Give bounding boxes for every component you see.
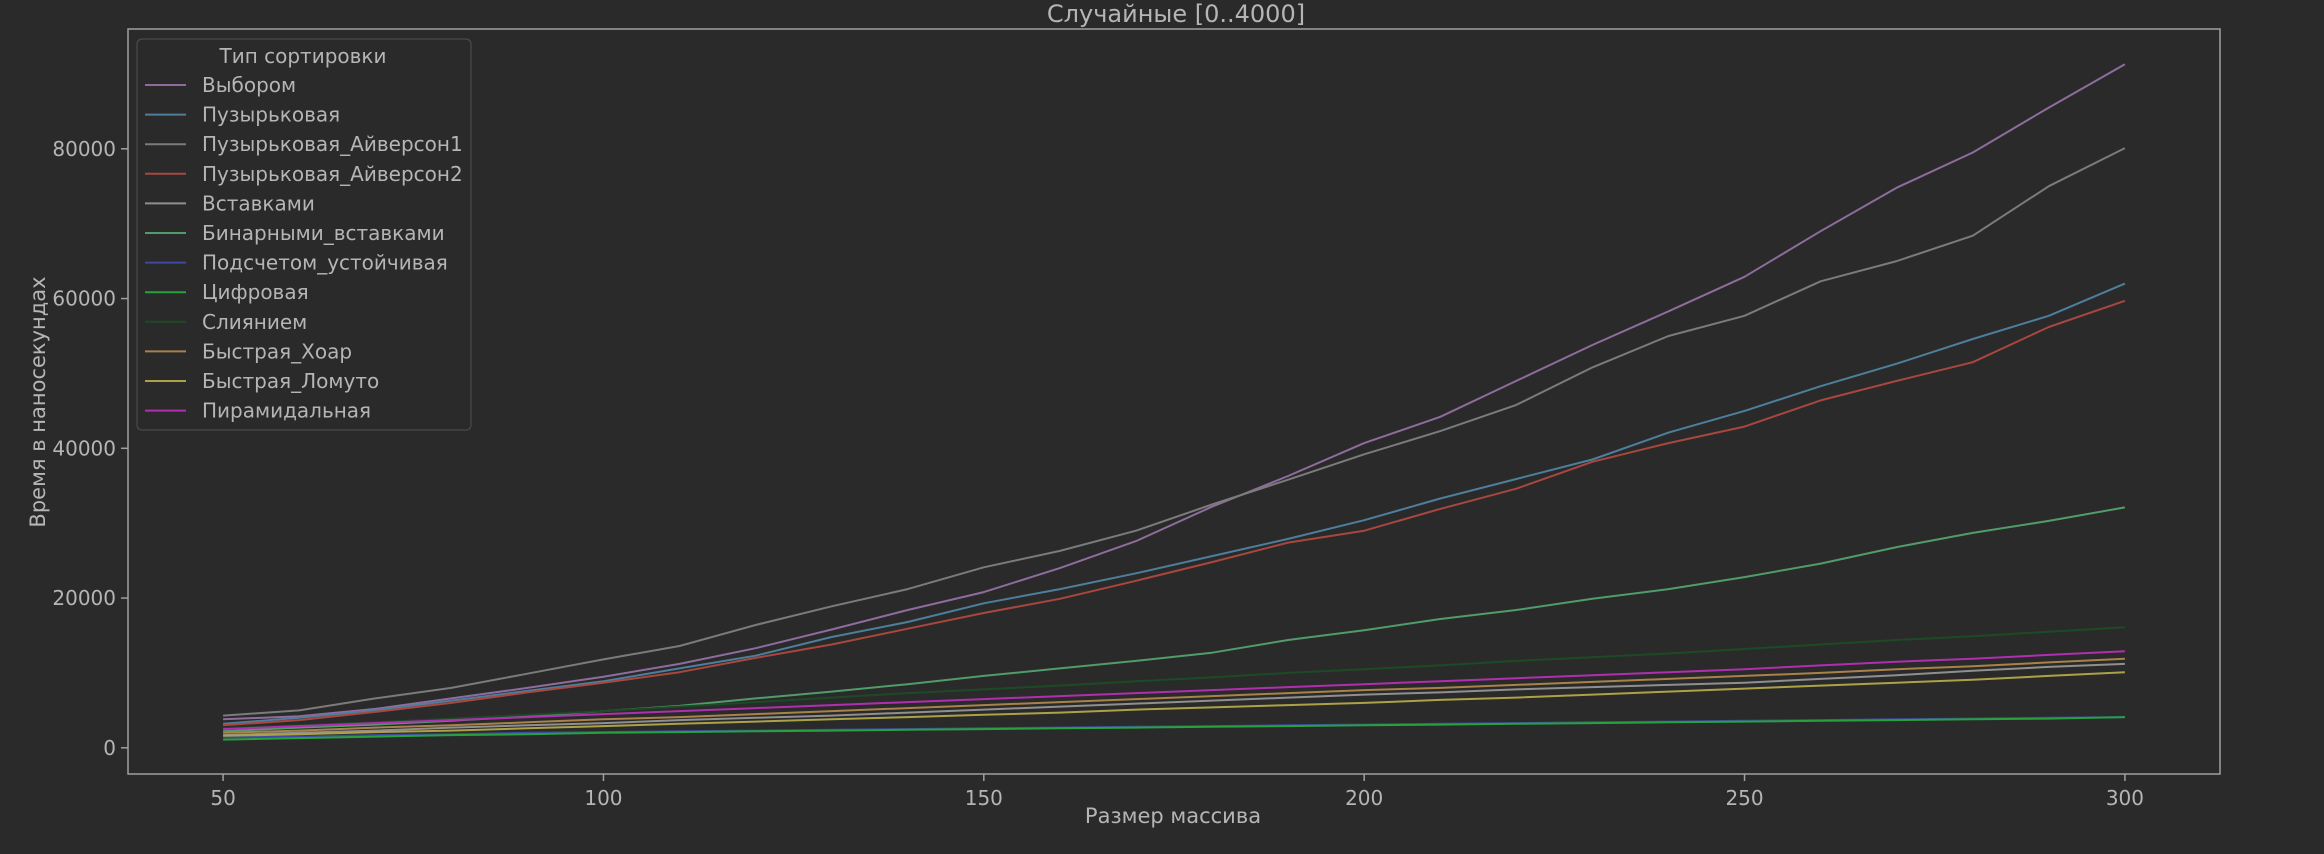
series-line-5 [223,506,2126,733]
x-tick-label: 100 [584,786,622,810]
legend-label-6: Подсчетом_устойчивая [202,251,448,275]
legend-label-8: Слиянием [202,310,307,334]
series-line-1 [223,282,2126,725]
chart-title: Случайные [0..4000] [1047,0,1305,28]
legend-label-2: Пузырьковая_Айверсон1 [202,132,463,156]
series-lines [223,63,2126,741]
x-tick-label: 300 [2106,786,2144,810]
series-line-4 [223,662,2125,737]
legend-label-7: Цифровая [202,280,309,304]
series-line-2 [223,147,2126,717]
legend-items: Выбором Пузырьковая Пузырьковая_Айверсон1 П… [145,73,463,423]
legend-title: Тип сортировки [218,44,386,68]
legend-label-4: Вставками [202,191,315,215]
x-tick-label: 250 [1725,786,1763,810]
y-tick-label: 60000 [52,287,116,311]
series-line-8 [223,626,2125,730]
legend-label-1: Пузырьковая [202,103,340,127]
x-tick-label: 200 [1345,786,1383,810]
y-tick-label: 0 [103,736,116,760]
legend-label-11: Пирамидальная [202,399,371,423]
plot-area [127,28,2221,775]
legend-label-10: Быстрая_Ломуто [202,369,379,393]
series-line-0 [223,63,2126,721]
series-line-11 [223,650,2125,731]
x-axis-label: Размер массива [1085,804,1261,828]
y-axis: 0 20000 40000 60000 80000 [52,137,128,760]
series-line-7 [223,716,2125,741]
legend-box [136,38,472,431]
y-tick-label: 20000 [52,586,116,610]
x-tick-label: 150 [965,786,1003,810]
legend-label-5: Бинарными_вставками [202,221,445,245]
series-line-9 [223,657,2125,734]
y-tick-label: 40000 [52,436,116,460]
series-line-10 [223,671,2125,737]
x-tick-label: 50 [210,786,235,810]
series-line-3 [223,299,2126,727]
x-axis: 50 100 150 200 250 300 [210,774,2144,810]
y-axis-label: Время в наносекундах [26,276,50,527]
legend-label-3: Пузырьковая_Айверсон2 [202,162,463,186]
y-tick-label: 80000 [52,137,116,161]
legend-label-9: Быстрая_Хоар [202,339,352,363]
legend-label-0: Выбором [202,73,296,97]
legend: Тип сортировки Выбором Пузырьковая Пузырьк… [136,38,472,431]
